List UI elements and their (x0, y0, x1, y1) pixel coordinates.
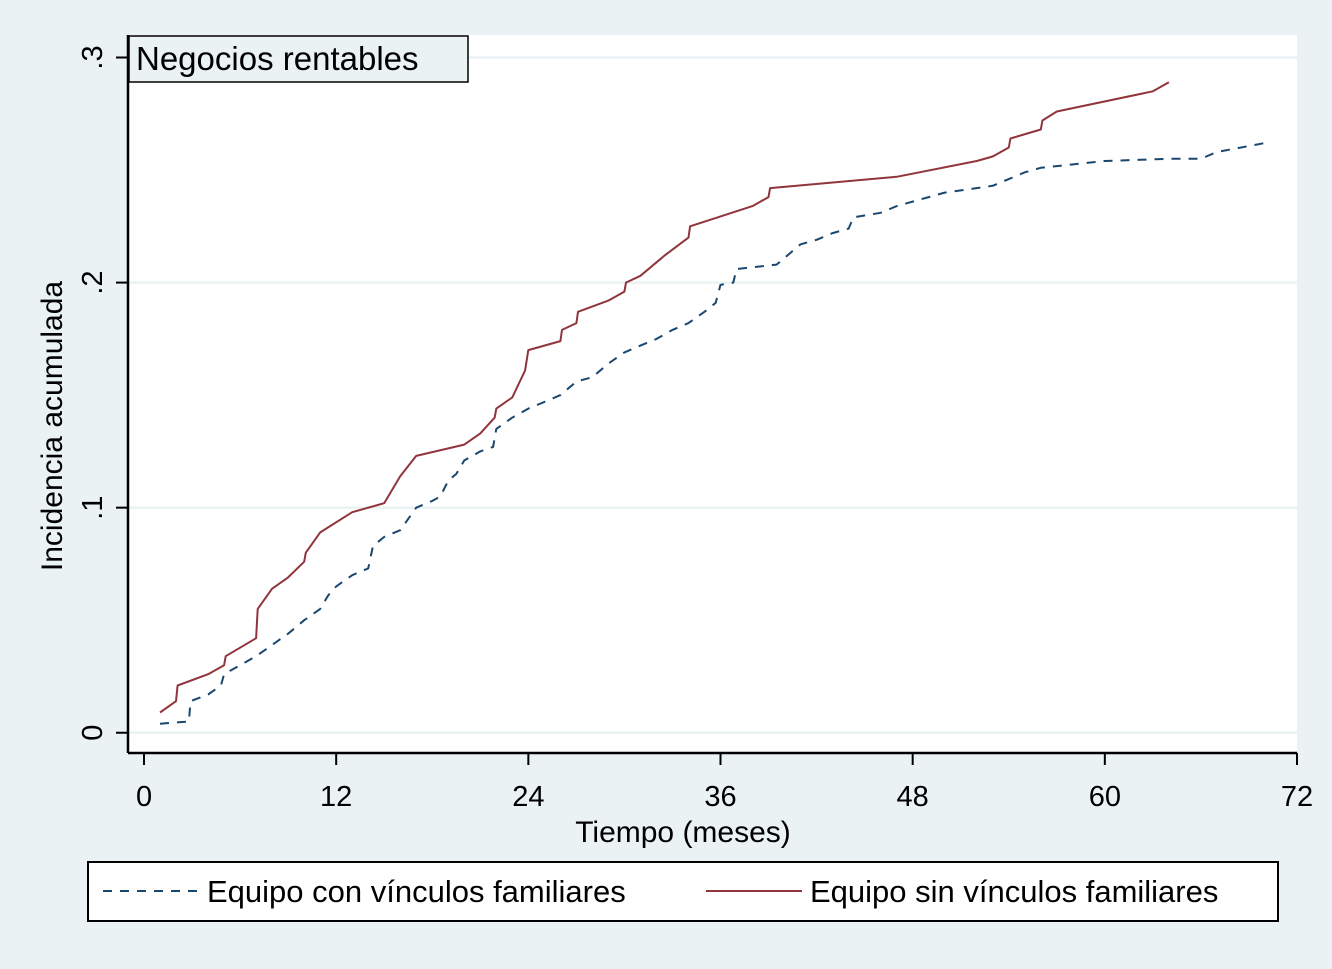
x-tick-label-6: 72 (1281, 781, 1313, 813)
series-lines (159, 81, 1266, 725)
y-ticks: 0 .1 .2 .3 (77, 45, 128, 741)
x-ticks: 0 12 24 36 48 60 72 (136, 753, 1313, 813)
plot-area (128, 35, 1297, 753)
legend-label-sin: Equipo sin vínculos familiares (810, 874, 1218, 909)
legend-label-con: Equipo con vínculos familiares (207, 874, 626, 909)
legend: Equipo con vínculos familiares Equipo si… (87, 861, 1279, 922)
legend-box (87, 861, 1279, 922)
x-tick-label-0: 0 (136, 781, 152, 813)
x-tick-label-4: 48 (897, 781, 929, 813)
y-tick-label-2: .2 (77, 270, 109, 294)
panel-label: Negocios rentables (136, 40, 419, 77)
series-line-1 (159, 81, 1170, 714)
x-tick-label-3: 36 (704, 781, 736, 813)
panel-label-box (128, 35, 469, 83)
x-tick-label-5: 60 (1089, 781, 1121, 813)
x-tick-label-2: 24 (512, 781, 544, 813)
x-tick-label-1: 12 (320, 781, 352, 813)
y-tick-label-0: 0 (77, 725, 109, 741)
y-axis-title: Incidencia acumulada (36, 281, 69, 572)
x-axis-title: Tiempo (meses) (575, 816, 791, 849)
y-tick-label-1: .1 (77, 496, 109, 520)
series-line-0 (159, 142, 1266, 725)
y-tick-label-3: .3 (77, 45, 109, 69)
